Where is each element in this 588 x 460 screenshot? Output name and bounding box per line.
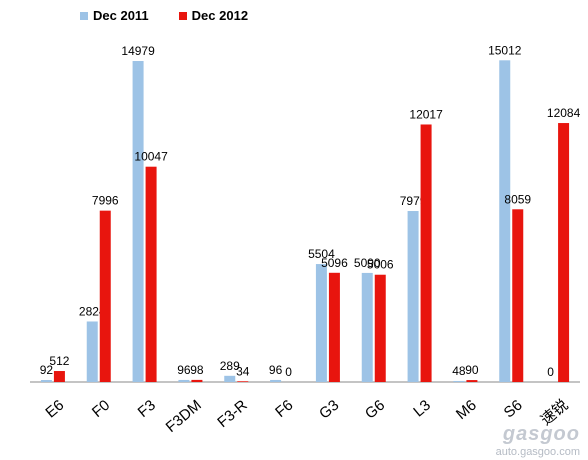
bar-2012-L3 bbox=[420, 124, 432, 383]
data-label-2012-F3-R: 34 bbox=[236, 364, 250, 378]
data-label-2012-S6: 8059 bbox=[504, 192, 531, 206]
data-label-2011-F3: 14979 bbox=[121, 44, 155, 58]
bar-2011-F3-R bbox=[224, 375, 236, 382]
bar-2012-F3-R bbox=[237, 381, 249, 382]
legend-label-2011: Dec 2011 bbox=[93, 8, 149, 23]
bar-2012-F3DM bbox=[191, 379, 203, 382]
bar-2012-M6 bbox=[466, 380, 478, 382]
legend-swatch-2012 bbox=[178, 11, 187, 20]
chart-legend: Dec 2011 Dec 2012 bbox=[80, 8, 278, 23]
bar-2011-F3 bbox=[132, 61, 144, 383]
data-label-2012-F6: 0 bbox=[285, 365, 292, 379]
data-label-2011-L3: 7979 bbox=[400, 194, 427, 208]
bar-2012-G6 bbox=[374, 274, 386, 382]
bar-2011-M6 bbox=[453, 380, 465, 382]
data-label-2012-E6: 512 bbox=[49, 354, 69, 368]
data-label-2011-F0: 2824 bbox=[79, 304, 106, 318]
x-tick-label-F3: F3 bbox=[135, 397, 159, 421]
bar-2011-L3 bbox=[407, 211, 419, 382]
data-label-2011-F3-R: 289 bbox=[220, 359, 240, 373]
data-label-2012-F3DM: 98 bbox=[190, 363, 204, 377]
bar-2012-F0 bbox=[99, 210, 111, 382]
x-tick-label-S6: S6 bbox=[501, 397, 526, 422]
data-label-2011-S6: 15012 bbox=[488, 43, 522, 57]
bar-2011-G3 bbox=[315, 264, 327, 382]
legend-swatch-2011 bbox=[80, 11, 88, 20]
bar-2012-G3 bbox=[328, 272, 340, 382]
data-label-2012-速锐: 12084 bbox=[547, 106, 581, 120]
bar-2012-F3 bbox=[145, 166, 157, 382]
data-label-2011-G6: 5090 bbox=[354, 256, 381, 270]
bar-2011-F6 bbox=[270, 379, 282, 382]
data-label-2012-G6: 5006 bbox=[367, 258, 394, 272]
legend-label-2012: Dec 2012 bbox=[191, 8, 249, 23]
legend-item-2011: Dec 2011 bbox=[80, 8, 149, 23]
bar-2011-G6 bbox=[361, 272, 373, 382]
bar-2011-F3DM bbox=[178, 379, 190, 382]
data-label-2011-M6: 48 bbox=[452, 364, 466, 378]
data-label-2011-F6: 96 bbox=[269, 363, 283, 377]
data-label-2011-F3DM: 96 bbox=[177, 363, 191, 377]
legend-item-2012: Dec 2012 bbox=[178, 8, 249, 23]
data-label-2011-G3: 5504 bbox=[308, 247, 335, 261]
x-tick-label-速锐: 速锐 bbox=[538, 397, 572, 429]
x-tick-label-M6: M6 bbox=[453, 397, 480, 423]
data-label-2012-F3: 10047 bbox=[134, 150, 168, 164]
data-label-2012-G3: 5096 bbox=[321, 256, 348, 270]
bar-2012-E6 bbox=[53, 371, 65, 382]
x-tick-label-F3-R: F3-R bbox=[214, 397, 251, 432]
x-tick-label-F3DM: F3DM bbox=[163, 397, 205, 436]
data-label-2011-E6: 92 bbox=[40, 363, 54, 377]
x-tick-label-F6: F6 bbox=[272, 397, 296, 421]
x-tick-label-G6: G6 bbox=[362, 397, 388, 423]
x-tick-label-L3: L3 bbox=[410, 397, 434, 421]
bar-2012-S6 bbox=[512, 209, 524, 382]
data-label-2012-L3: 12017 bbox=[409, 107, 443, 121]
bar-2011-S6 bbox=[499, 60, 511, 383]
bar-2011-E6 bbox=[40, 380, 52, 382]
bar-2011-F0 bbox=[86, 321, 98, 382]
bar-2012-速锐 bbox=[558, 123, 570, 382]
data-label-2011-速锐: 0 bbox=[547, 365, 554, 379]
x-tick-label-G3: G3 bbox=[316, 397, 342, 423]
data-label-2012-M6: 90 bbox=[465, 363, 479, 377]
x-tick-label-F0: F0 bbox=[89, 397, 113, 421]
x-tick-label-E6: E6 bbox=[42, 397, 67, 422]
data-label-2012-F0: 7996 bbox=[92, 194, 119, 208]
